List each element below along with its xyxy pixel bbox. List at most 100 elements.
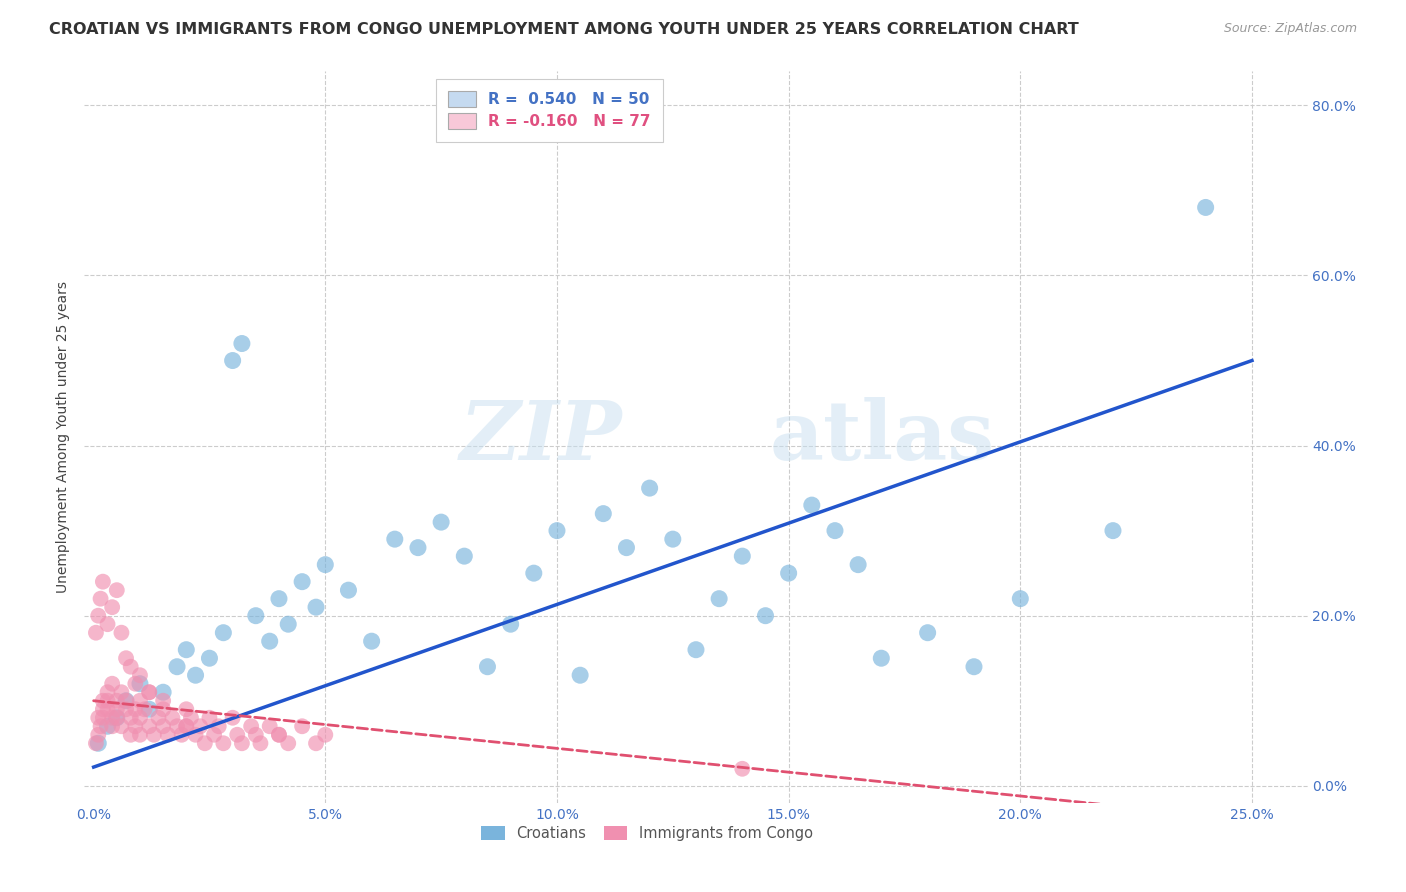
Point [87,728,110,742]
Point [267,728,290,742]
Point [156,728,179,742]
Y-axis label: Unemployment Among Youth under 25 years: Unemployment Among Youth under 25 years [56,281,70,593]
Point [305,600,328,615]
Point [870,651,893,665]
Point [267,728,290,742]
Point [180,711,202,725]
Point [91,711,114,725]
Point [314,728,336,742]
Point [824,524,846,538]
Point [96,719,118,733]
Point [267,591,290,606]
Point [477,659,499,673]
Point [174,702,197,716]
Point [170,728,193,742]
Point [917,625,939,640]
Point [453,549,475,563]
Point [105,583,128,598]
Point [202,728,225,742]
Point [226,728,249,742]
Point [101,711,124,725]
Point [685,642,707,657]
Point [337,583,360,598]
Point [846,558,869,572]
Point [152,719,174,733]
Point [592,507,614,521]
Point [174,719,197,733]
Point [120,711,142,725]
Point [1010,591,1032,606]
Text: ZIP: ZIP [460,397,623,477]
Point [259,719,281,733]
Point [84,736,107,750]
Point [110,625,132,640]
Point [174,642,197,657]
Point [166,659,188,673]
Point [110,719,132,733]
Point [101,719,124,733]
Point [221,353,243,368]
Point [184,728,207,742]
Point [754,608,776,623]
Point [138,702,160,716]
Point [91,702,114,716]
Legend: Croatians, Immigrants from Congo: Croatians, Immigrants from Congo [475,820,818,847]
Point [87,711,110,725]
Point [778,566,800,581]
Point [134,702,156,716]
Point [291,574,314,589]
Point [616,541,638,555]
Point [360,634,382,648]
Point [638,481,661,495]
Point [148,711,170,725]
Point [314,558,336,572]
Point [212,625,235,640]
Point [142,728,165,742]
Point [138,719,160,733]
Point [91,574,114,589]
Point [731,549,754,563]
Point [115,702,138,716]
Point [208,719,231,733]
Point [105,711,128,725]
Point [124,702,146,716]
Point [124,677,146,691]
Point [96,617,118,632]
Text: CROATIAN VS IMMIGRANTS FROM CONGO UNEMPLOYMENT AMONG YOUTH UNDER 25 YEARS CORREL: CROATIAN VS IMMIGRANTS FROM CONGO UNEMPL… [49,22,1078,37]
Point [546,524,568,538]
Point [90,719,112,733]
Point [101,600,124,615]
Point [138,685,160,699]
Point [277,736,299,750]
Point [152,694,174,708]
Point [120,728,142,742]
Point [231,736,253,750]
Point [129,677,152,691]
Point [90,591,112,606]
Point [523,566,546,581]
Point [138,685,160,699]
Point [166,719,188,733]
Point [305,736,328,750]
Point [212,736,235,750]
Point [87,608,110,623]
Point [129,694,152,708]
Point [662,532,685,546]
Point [221,711,243,725]
Point [96,702,118,716]
Point [105,711,128,725]
Point [259,634,281,648]
Point [162,711,184,725]
Point [245,608,267,623]
Point [249,736,271,750]
Point [129,711,152,725]
Point [96,685,118,699]
Point [184,668,207,682]
Point [291,719,314,733]
Point [124,719,146,733]
Point [569,668,592,682]
Point [96,694,118,708]
Point [129,668,152,682]
Point [174,719,197,733]
Point [91,694,114,708]
